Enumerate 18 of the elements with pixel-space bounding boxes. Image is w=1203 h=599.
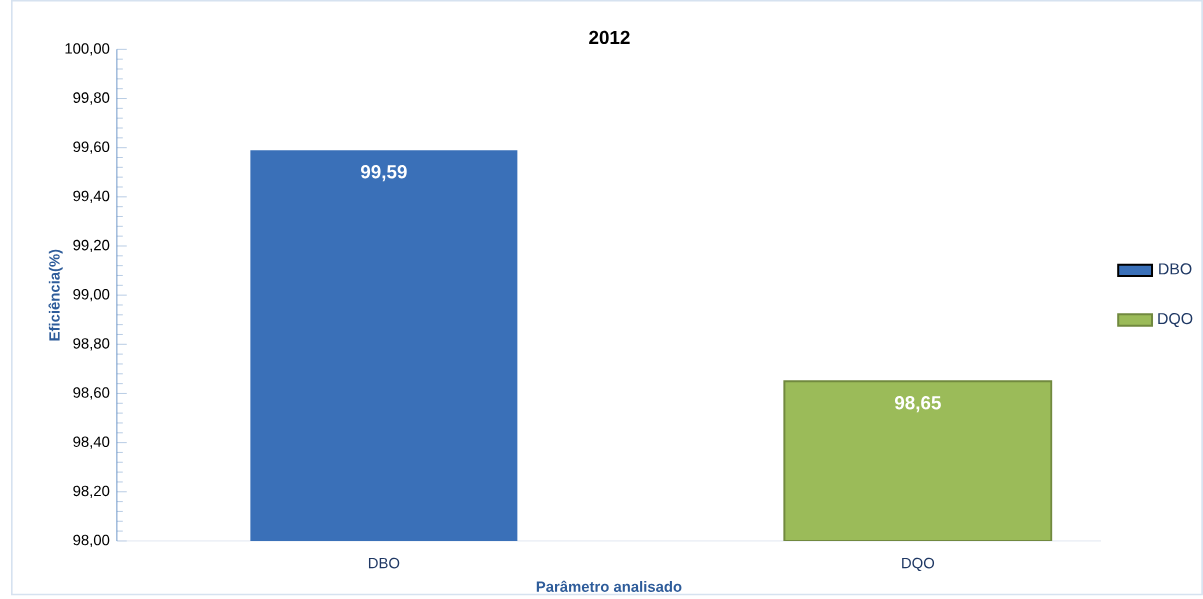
- legend-label: DQO: [1158, 313, 1193, 328]
- y-tick-label: 98,40: [73, 436, 110, 449]
- y-tick-label: 99,60: [73, 141, 110, 155]
- y-tick-label: 98,60: [73, 387, 110, 400]
- y-tick-label: 99,40: [73, 190, 110, 204]
- data-label: 98,65: [894, 396, 941, 413]
- y-tick-label: 98,20: [73, 485, 110, 499]
- y-tick-label: 99,20: [73, 240, 110, 253]
- y-tick-label: 99,80: [73, 92, 110, 105]
- y-tick-label: 98,00: [73, 535, 110, 548]
- y-tick-label: 98,80: [73, 338, 110, 351]
- y-tick-label: 99,00: [73, 289, 110, 302]
- y-tick-label: 100,00: [65, 43, 110, 56]
- y-axis-title: Eficiência(%): [48, 249, 63, 341]
- legend-label: DBO: [1159, 263, 1192, 275]
- data-label: 99,59: [360, 165, 407, 182]
- chart-title: 2012: [589, 31, 630, 45]
- x-axis-title: Parâmetro analisado: [536, 580, 682, 593]
